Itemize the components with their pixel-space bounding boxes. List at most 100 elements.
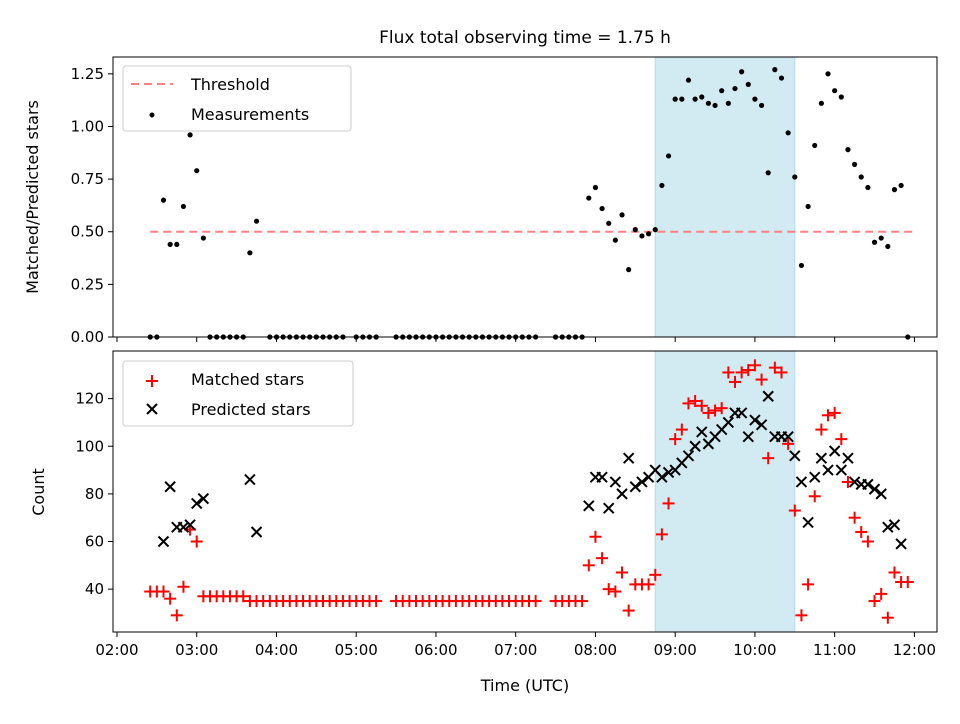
top-y-tick-label: 1.00 [71, 117, 104, 135]
predicted-star-point [177, 521, 190, 533]
predicted-star-point [742, 431, 754, 443]
matched-star-point [802, 578, 815, 591]
measurement-point [705, 100, 712, 106]
predicted-star-point [822, 464, 834, 476]
predicted-star-point [244, 473, 256, 486]
legend-threshold-label: Threshold [190, 75, 270, 94]
bottom-x-tick-label: 04:00 [255, 641, 298, 659]
legend-matched-label: Matched stars [191, 370, 304, 389]
measurement-point [792, 174, 798, 180]
measurement-point [732, 85, 738, 92]
predicted-stars-series [157, 390, 907, 550]
matched-star-point [709, 404, 722, 417]
top-y-tick-label: 0.50 [71, 223, 104, 241]
matched-star-point [835, 433, 848, 446]
predicted-star-point [622, 452, 635, 464]
legend-predicted-label: Predicted stars [191, 400, 311, 419]
matched-star-point [828, 406, 841, 419]
predicted-star-point [789, 450, 801, 462]
matched-star-point [855, 525, 868, 538]
matched-star-point [622, 604, 635, 617]
measurement-point [699, 94, 705, 100]
matched-star-point [576, 595, 589, 608]
matched-star-point [695, 399, 708, 412]
predicted-star-point [815, 452, 828, 464]
measurement-point [619, 212, 625, 218]
matched-star-point [775, 366, 788, 379]
measurement-point [725, 100, 731, 106]
matched-star-point [370, 595, 383, 608]
measurement-point [659, 182, 665, 189]
bottom-panel: 40 60 80 100 120 02:00 03:00 04:00 05:00 06:00 07… [29, 350, 938, 695]
measurement-point [665, 153, 672, 159]
predicted-star-point [682, 450, 695, 462]
predicted-star-point [835, 464, 848, 476]
predicted-star-point [848, 476, 861, 488]
bottom-x-tick-label: 08:00 [574, 641, 617, 659]
measurement-point [253, 218, 260, 224]
matched-star-point [861, 535, 874, 548]
matched-star-point [675, 423, 688, 436]
measurement-point [586, 195, 592, 201]
measurement-point [825, 71, 831, 77]
bottom-shaded-region [654, 350, 796, 633]
matched-star-point [748, 359, 761, 372]
bottom-x-tick-label: 06:00 [414, 641, 457, 659]
measurement-point [174, 241, 180, 247]
measurement-point [805, 203, 811, 210]
measurement-point [865, 184, 871, 191]
top-legend: Threshold Measurements [122, 65, 352, 132]
top-y-label: Matched/Predicted stars [23, 100, 42, 294]
matched-star-point [669, 433, 682, 446]
top-y-tick-label: 0.75 [71, 170, 104, 188]
measurement-point [167, 241, 173, 247]
matched-star-point [237, 590, 250, 603]
predicted-star-point [164, 481, 176, 493]
legend-measurements-swatch [149, 112, 155, 118]
measurement-point [798, 262, 805, 269]
measurement-point [247, 250, 253, 256]
predicted-star-point [809, 471, 821, 483]
predicted-star-point [875, 488, 887, 500]
bottom-x-tick-label: 07:00 [494, 641, 537, 659]
predicted-star-point [636, 476, 648, 488]
predicted-star-point [828, 445, 841, 457]
measurement-point [180, 203, 187, 210]
measurement-point [772, 67, 778, 73]
matched-star-point [662, 497, 675, 510]
predicted-star-point [842, 452, 854, 464]
bottom-y-tick-label: 120 [75, 390, 104, 408]
predicted-star-point [735, 407, 748, 419]
bottom-y-tick-label: 40 [85, 580, 104, 598]
top-legend-box [122, 65, 352, 132]
matched-star-point [655, 528, 668, 541]
predicted-star-point [862, 478, 874, 491]
top-plot-frame [112, 56, 938, 338]
matched-star-point [642, 578, 655, 591]
matched-star-point [702, 406, 715, 419]
predicted-star-point [596, 471, 608, 483]
measurement-point [719, 88, 725, 94]
chart-title: Flux total observing time = 1.75 h [379, 28, 671, 48]
predicted-star-point [629, 481, 642, 493]
bottom-x-tick-label: 11:00 [813, 641, 856, 659]
matched-star-point [822, 409, 835, 422]
predicted-star-point [868, 483, 881, 495]
matched-star-point [815, 423, 828, 436]
bottom-x-tick-label: 02:00 [95, 641, 138, 659]
matched-star-point [881, 611, 894, 624]
predicted-star-point [749, 414, 761, 426]
matched-star-point [901, 575, 914, 588]
matched-star-point [689, 395, 702, 408]
measurement-point [200, 235, 206, 241]
matched-star-point [742, 364, 755, 377]
measurement-point [652, 227, 658, 233]
legend-predicted-swatch [146, 403, 158, 415]
predicted-star-point [184, 519, 196, 531]
top-y-tick-label: 1.25 [71, 65, 104, 83]
predicted-star-point [250, 526, 263, 538]
top-y-axis: 0.00 0.25 0.50 0.75 1.00 1.25 [71, 65, 113, 346]
measurement-point [871, 239, 878, 245]
matched-star-point [768, 361, 781, 374]
